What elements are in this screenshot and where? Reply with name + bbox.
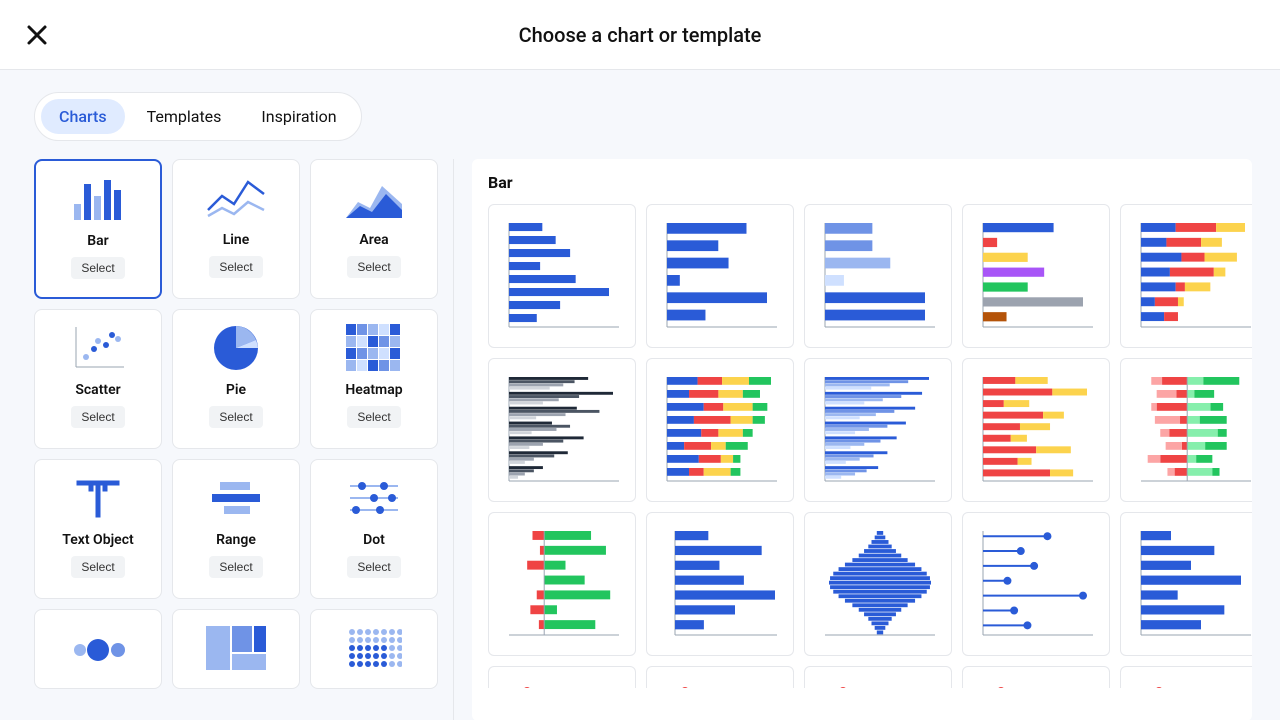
area-icon: [317, 170, 431, 226]
template-panel: Bar: [472, 159, 1252, 720]
chart-type-heatmap[interactable]: Heatmap Select: [310, 309, 438, 449]
content: BarSelect LineSelect AreaSelect ScatterS…: [0, 141, 1280, 720]
select-button[interactable]: Select: [71, 406, 124, 428]
chart-type-grid: BarSelect LineSelect AreaSelect ScatterS…: [34, 159, 454, 720]
chart-type-range[interactable]: Range Select: [172, 459, 300, 599]
template-population-pyramid[interactable]: [804, 512, 952, 656]
chart-type-scatter[interactable]: Scatter Select: [34, 309, 162, 449]
template-hbar-stacked-2[interactable]: [962, 358, 1110, 502]
chart-type-line[interactable]: Line Select: [172, 159, 300, 299]
dot-icon: [317, 470, 431, 526]
tab-charts[interactable]: Charts: [41, 99, 125, 134]
select-button[interactable]: Select: [209, 556, 262, 578]
select-button[interactable]: Select: [209, 406, 262, 428]
chart-type-area[interactable]: Area Select: [310, 159, 438, 299]
template-hbar-grouped-gray[interactable]: [488, 358, 636, 502]
select-button[interactable]: Select: [347, 256, 400, 278]
scatter-icon: [41, 320, 155, 376]
select-button[interactable]: Select: [71, 556, 124, 578]
heatmap-icon: [317, 320, 431, 376]
card-label: Bar: [87, 233, 108, 249]
page-title: Choose a chart or template: [519, 23, 762, 47]
card-label: Heatmap: [345, 382, 402, 398]
template-hbar-gradient-blue[interactable]: [804, 204, 952, 348]
treemap-icon: [179, 620, 293, 676]
text-icon: [41, 470, 155, 526]
line-icon: [179, 170, 293, 226]
template-hbar-multicolor[interactable]: [962, 204, 1110, 348]
tab-inspiration[interactable]: Inspiration: [243, 99, 354, 134]
template-partial-4[interactable]: [962, 666, 1110, 688]
template-diverging-red-green[interactable]: [1120, 358, 1252, 502]
card-label: Text Object: [62, 532, 133, 548]
card-label: Dot: [363, 532, 385, 548]
range-icon: [179, 470, 293, 526]
select-button[interactable]: Select: [347, 406, 400, 428]
tab-templates[interactable]: Templates: [129, 99, 240, 134]
chart-type-treemap[interactable]: [172, 609, 300, 689]
template-diverging-simple[interactable]: [488, 512, 636, 656]
select-button[interactable]: Select: [347, 556, 400, 578]
card-label: Scatter: [75, 382, 120, 398]
section-title: Bar: [488, 173, 1236, 192]
card-label: Range: [216, 532, 256, 548]
bubble-icon: [41, 620, 155, 676]
template-hbar-grouped-blue[interactable]: [804, 358, 952, 502]
chart-type-bar[interactable]: Bar Select: [34, 159, 162, 299]
chart-type-dot[interactable]: Dot Select: [310, 459, 438, 599]
template-partial-2[interactable]: [646, 666, 794, 688]
dotmatrix-icon: [317, 620, 431, 676]
select-button[interactable]: Select: [71, 257, 124, 279]
bar-icon: [42, 171, 154, 227]
template-hbar-single-center[interactable]: [646, 512, 794, 656]
close-icon: [26, 24, 48, 46]
chart-type-pie[interactable]: Pie Select: [172, 309, 300, 449]
tabs: ChartsTemplatesInspiration: [34, 92, 362, 141]
chart-type-bubble[interactable]: [34, 609, 162, 689]
template-hbar-thin-blue[interactable]: [1120, 512, 1252, 656]
template-partial-1[interactable]: [488, 666, 636, 688]
chart-type-text[interactable]: Text Object Select: [34, 459, 162, 599]
template-hbar-single-blue-narrow[interactable]: [646, 204, 794, 348]
template-partial-3[interactable]: [804, 666, 952, 688]
template-hbar-stacked-4[interactable]: [646, 358, 794, 502]
tabs-container: ChartsTemplatesInspiration: [0, 70, 1280, 141]
template-partial-5[interactable]: [1120, 666, 1252, 688]
modal-header: Choose a chart or template: [0, 0, 1280, 70]
template-hbar-stacked-3[interactable]: [1120, 204, 1252, 348]
modal-body: ChartsTemplatesInspiration Bar Select Lin…: [0, 70, 1280, 720]
select-button[interactable]: Select: [209, 256, 262, 278]
card-label: Area: [359, 232, 388, 248]
close-button[interactable]: [20, 18, 54, 52]
chart-type-dotmatrix[interactable]: [310, 609, 438, 689]
template-lollipop[interactable]: [962, 512, 1110, 656]
template-grid: [488, 204, 1236, 688]
card-label: Pie: [226, 382, 246, 398]
card-label: Line: [223, 232, 250, 248]
template-hbar-single-blue[interactable]: [488, 204, 636, 348]
pie-icon: [179, 320, 293, 376]
